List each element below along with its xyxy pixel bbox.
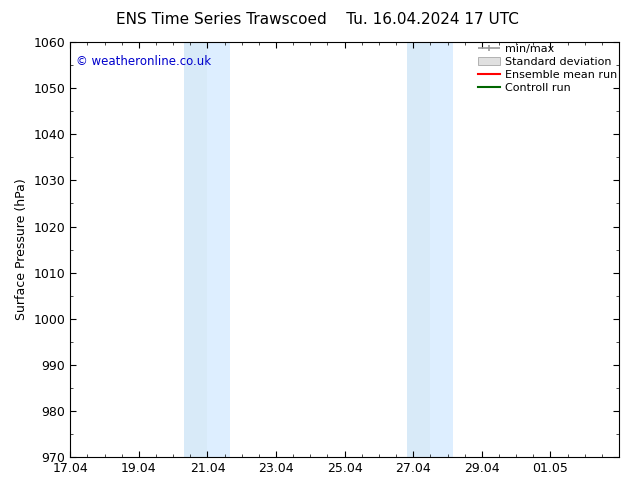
Y-axis label: Surface Pressure (hPa): Surface Pressure (hPa) [15, 179, 28, 320]
Bar [408, 42, 430, 457]
Bar [430, 42, 453, 457]
Bar [184, 42, 207, 457]
Text: © weatheronline.co.uk: © weatheronline.co.uk [76, 54, 211, 68]
Legend: min/max, Standard deviation, Ensemble mean run, Controll run: min/max, Standard deviation, Ensemble me… [478, 44, 617, 93]
Bar [207, 42, 230, 457]
Text: ENS Time Series Trawscoed    Tu. 16.04.2024 17 UTC: ENS Time Series Trawscoed Tu. 16.04.2024… [115, 12, 519, 27]
